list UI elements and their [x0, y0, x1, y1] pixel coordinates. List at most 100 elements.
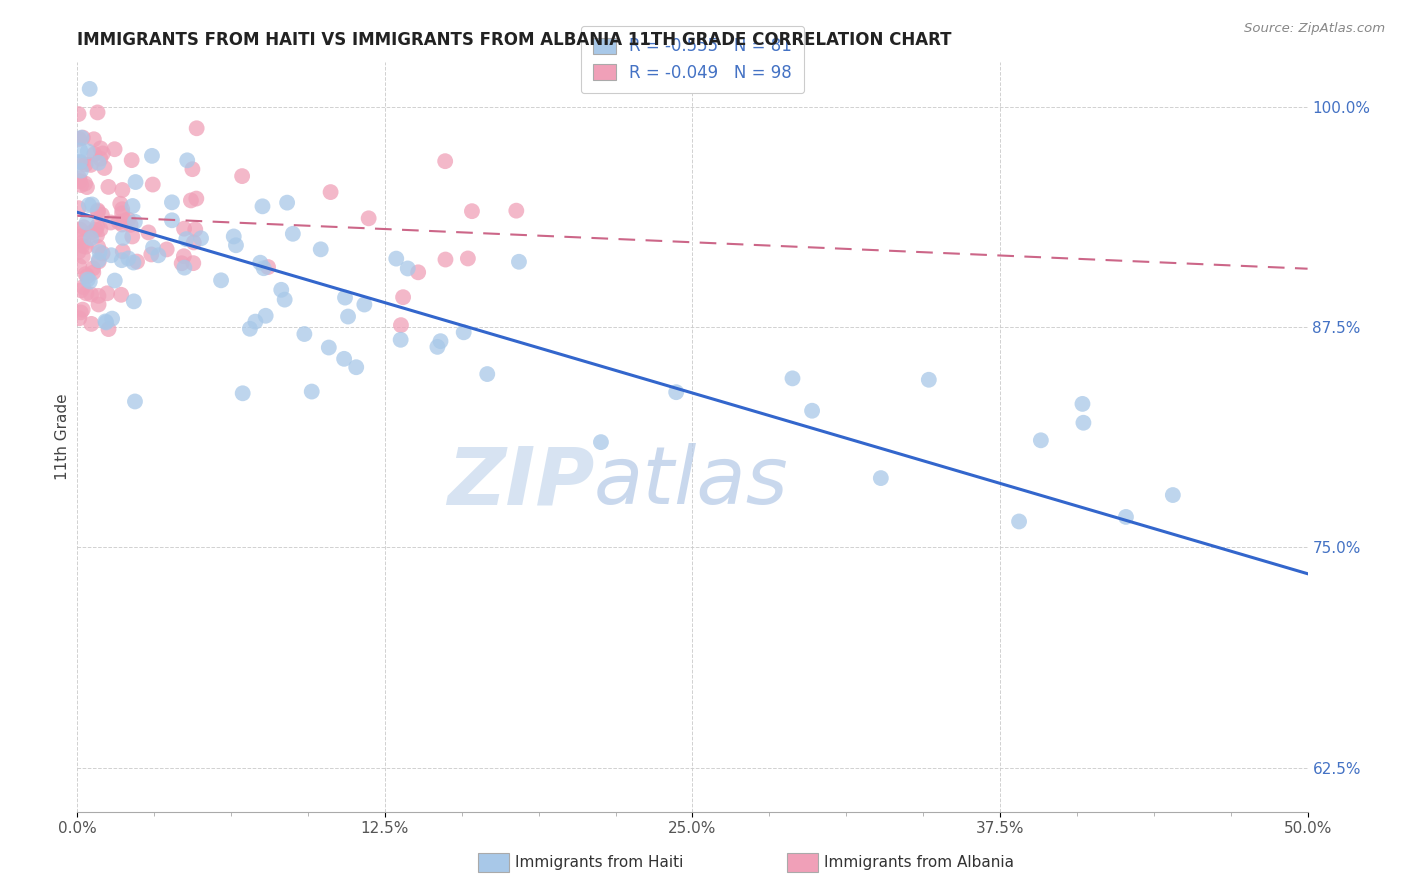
Point [82, 261, 104, 276]
Point [125, 254, 148, 268]
Point [319, 185, 342, 199]
Point [100, 215, 122, 229]
Point [138, 226, 160, 240]
Point [156, 243, 179, 257]
Point [110, 196, 132, 211]
Point [101, 311, 124, 326]
Point [273, 293, 295, 307]
Point [292, 326, 315, 341]
Point [86, 219, 108, 234]
Point [426, 340, 449, 354]
Point [84, 222, 107, 236]
Point [183, 235, 205, 250]
Point [122, 255, 145, 269]
Point [83, 132, 105, 146]
Point [457, 252, 479, 266]
Point [79, 275, 101, 289]
Point [333, 351, 356, 366]
Point [103, 142, 125, 156]
Point [239, 322, 262, 336]
Point [344, 360, 367, 375]
Point [396, 261, 419, 276]
Point [309, 243, 332, 257]
Point [434, 154, 457, 169]
Point [173, 260, 195, 275]
Point [782, 371, 804, 385]
Point [180, 194, 202, 208]
Point [67, 201, 90, 215]
Point [67, 259, 90, 273]
Point [801, 403, 824, 417]
Point [318, 341, 340, 355]
Legend: R = -0.555   N = 81, R = -0.049   N = 98: R = -0.555 N = 81, R = -0.049 N = 98 [581, 26, 804, 94]
Point [97, 322, 120, 336]
Point [94, 314, 117, 328]
Point [477, 367, 499, 381]
Point [142, 178, 165, 192]
Point [357, 211, 380, 226]
Point [114, 213, 136, 227]
Point [111, 218, 134, 232]
Point [93, 161, 115, 175]
Point [252, 199, 274, 213]
Point [434, 252, 457, 267]
Point [72, 238, 94, 252]
Point [72, 130, 94, 145]
Point [97, 180, 120, 194]
Point [122, 294, 145, 309]
Point [869, 471, 891, 485]
Point [79, 82, 101, 96]
Point [67, 171, 90, 186]
Point [429, 334, 451, 348]
Text: ZIP: ZIP [447, 443, 595, 521]
Point [75, 286, 97, 301]
Point [186, 121, 208, 136]
Point [91, 146, 114, 161]
Point [232, 386, 254, 401]
Point [107, 215, 129, 229]
Point [87, 254, 110, 268]
Point [184, 222, 207, 236]
Text: Immigrants from Haiti: Immigrants from Haiti [515, 855, 683, 870]
Point [231, 169, 253, 183]
Point [124, 394, 146, 409]
Point [87, 156, 110, 170]
Point [121, 153, 143, 168]
Point [72, 249, 94, 263]
Point [70, 130, 93, 145]
Point [69, 144, 91, 158]
Point [69, 222, 91, 236]
Point [1071, 397, 1094, 411]
Point [209, 273, 232, 287]
Point [176, 232, 198, 246]
Point [160, 195, 183, 210]
Point [142, 240, 165, 254]
Point [148, 248, 170, 262]
Point [89, 245, 111, 260]
Point [77, 198, 100, 212]
Point [1029, 434, 1052, 448]
Point [69, 154, 91, 169]
Point [665, 385, 688, 400]
Point [1073, 416, 1095, 430]
Point [76, 216, 98, 230]
Point [1161, 488, 1184, 502]
Point [111, 202, 134, 217]
Point [253, 261, 276, 276]
Point [190, 231, 212, 245]
Point [225, 238, 247, 252]
Point [87, 297, 110, 311]
Point [461, 204, 484, 219]
Point [83, 147, 105, 161]
Point [301, 384, 323, 399]
Point [70, 163, 93, 178]
Point [508, 254, 530, 268]
Point [112, 231, 135, 245]
Text: Source: ZipAtlas.com: Source: ZipAtlas.com [1244, 22, 1385, 36]
Point [257, 260, 280, 274]
Point [70, 284, 93, 298]
Point [72, 235, 94, 249]
Point [70, 229, 93, 244]
Point [406, 265, 429, 279]
Point [111, 183, 134, 197]
